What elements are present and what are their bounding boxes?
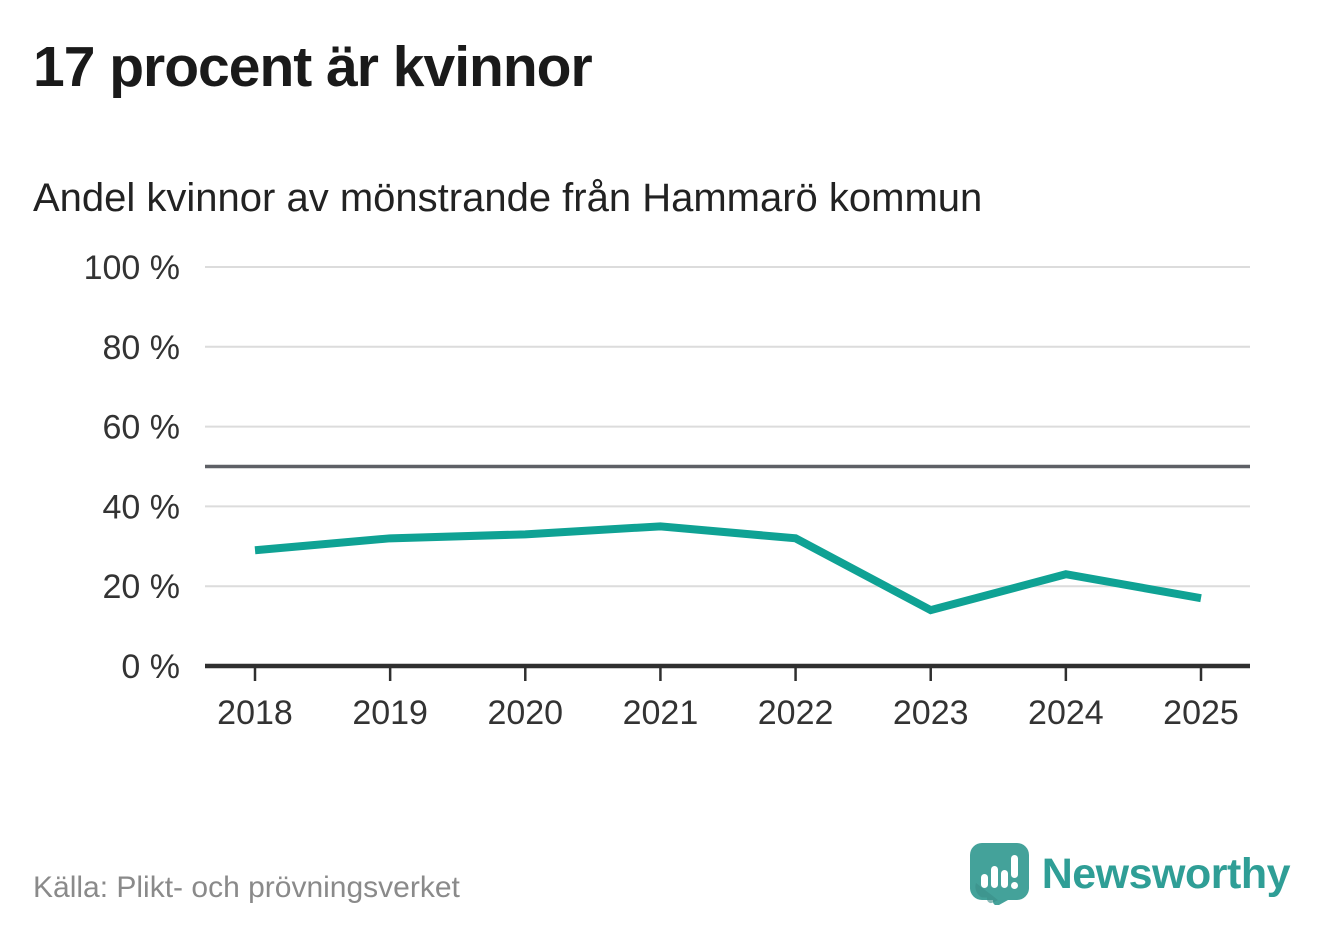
x-tick-label-2025: 2025: [1163, 694, 1239, 732]
x-tick-label-2024: 2024: [1028, 694, 1104, 732]
x-tick-label-2018: 2018: [217, 694, 293, 732]
y-tick-label-100: 100 %: [84, 249, 180, 287]
line-chart: 2018 2019 2020 2021 2022 2023 2024 2025 0 % 20 % 4…: [84, 249, 1250, 732]
source-attribution: Källa: Plikt- och prövningsverket: [33, 871, 460, 904]
y-tick-label-20: 20 %: [103, 568, 181, 606]
logo-barchart-glyph: [980, 855, 1018, 889]
newsworthy-logo: Newsworthy: [969, 843, 1291, 905]
chart-subtitle: Andel kvinnor av mönstrande från Hammarö…: [33, 176, 983, 220]
chart-title: 17 procent är kvinnor: [33, 35, 593, 99]
x-tick-label-2022: 2022: [758, 694, 834, 732]
y-tick-label-60: 60 %: [103, 409, 181, 447]
x-tick-label-2021: 2021: [623, 694, 699, 732]
line-chart-area: 2018 2019 2020 2021 2022 2023 2024 2025 0 % 20 % 4…: [0, 230, 1322, 760]
newsworthy-logo-text: Newsworthy: [1041, 849, 1291, 898]
x-tick-label-2019: 2019: [352, 694, 428, 732]
y-tick-label-80: 80 %: [103, 329, 181, 367]
x-tick-label-2020: 2020: [487, 694, 563, 732]
newsworthy-logo-icon: [969, 843, 1029, 905]
y-tick-label-0: 0 %: [121, 648, 180, 686]
data-line-andel-kvinnor: [254, 522, 1202, 615]
y-tick-label-40: 40 %: [103, 488, 181, 526]
x-tick-label-2023: 2023: [893, 694, 969, 732]
